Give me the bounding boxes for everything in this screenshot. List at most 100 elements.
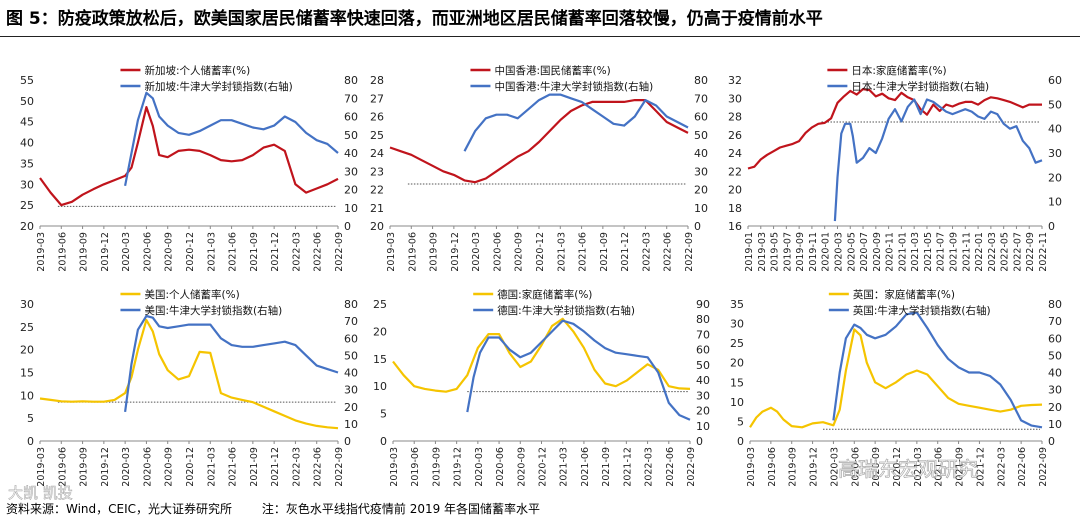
source-text: 资料来源：Wind，CEIC，光大证券研究所 [6,502,233,516]
x-tick-label: 2020-03 [471,232,482,272]
x-tick-label: 2022-09 [334,232,345,272]
y2-tick-label: 10 [696,420,710,433]
y-tick-label: 18 [728,202,742,215]
y2-tick-label: 50 [696,359,710,372]
y2-tick-label: 60 [1048,332,1062,345]
x-tick-label: 2021-12 [975,447,986,487]
y2-tick-label: 10 [1048,196,1062,209]
y2-tick-label: 30 [1048,384,1062,397]
y2-tick-label: 10 [344,202,358,215]
y-tick-label: 26 [728,129,742,142]
x-tick-label: 2021-06 [580,447,591,487]
y2-tick-label: 40 [1048,123,1062,136]
x-tick-label: 2019-12 [809,447,820,487]
x-tick-label: 2019-03 [389,447,400,487]
legend-label: 新加坡:个人储蓄率(%) [144,64,250,77]
x-tick-label: 2022-05 [1000,232,1011,272]
x-tick-label: 2019-03 [36,232,47,272]
x-tick-label: 2020-06 [142,447,153,487]
x-tick-label: 2022-03 [996,447,1007,487]
x-tick-label: 2019-03 [36,447,47,487]
y-tick-label: 20 [373,325,387,338]
x-tick-label: 2019-12 [100,232,111,272]
y-tick-label: 26 [370,111,384,124]
x-tick-label: 2019-03 [386,232,397,272]
x-tick-label: 2020-03 [474,447,485,487]
x-tick-label: 2020-09 [164,447,175,487]
x-tick-label: 2020-06 [492,232,503,272]
y2-tick-label: 40 [344,147,358,160]
x-tick-label: 2021-03 [556,232,567,272]
watermark-right: 高瑞东宏观研究 [838,457,978,481]
x-tick-label: 2021-12 [620,232,631,272]
x-tick-label: 2020-03 [833,232,844,272]
y-tick-label: 23 [370,165,384,178]
y2-tick-label: 50 [1048,98,1062,111]
x-tick-label: 2021-12 [622,447,633,487]
x-tick-label: 2022-09 [1038,447,1049,487]
x-tick-label: 2021-09 [599,232,610,272]
x-tick-label: 2020-06 [142,232,153,272]
y-tick-label: 30 [728,92,742,105]
x-tick-label: 2021-03 [559,447,570,487]
y-tick-label: 25 [730,337,744,350]
series-line-savings-rate [747,87,1042,170]
x-tick-label: 2020-03 [121,447,132,487]
x-tick-label: 2021-03 [913,447,924,487]
figure-footer: 资料来源：Wind，CEIC，光大证券研究所 注：灰色水平线指代疫情前 2019… [6,500,540,517]
x-tick-label: 2021-01 [897,232,908,272]
x-tick-label: 2021-12 [270,232,281,272]
y2-tick-label: 70 [344,315,358,328]
x-tick-label: 2019-12 [450,232,461,272]
x-tick-label: 2021-09 [249,447,260,487]
y-tick-label: 10 [20,389,34,402]
y2-tick-label: 60 [1048,74,1062,87]
x-tick-label: 2020-12 [892,447,903,487]
y-tick-label: 10 [373,380,387,393]
legend-label: 中国香港:国民储蓄率(%) [494,64,610,77]
y-tick-label: 20 [20,344,34,357]
y-tick-label: 20 [730,357,744,370]
series-line-savings-rate [392,317,691,393]
y2-tick-label: 10 [344,418,358,431]
title-divider [0,36,1080,37]
series-line-lockdown-index [463,93,689,152]
x-tick-label: 2019-06 [57,447,68,487]
y-tick-label: 20 [20,220,34,233]
x-tick-label: 2020-12 [185,232,196,272]
y-tick-label: 20 [728,184,742,197]
x-tick-label: 2022-03 [291,232,302,272]
x-tick-label: 2020-03 [829,447,840,487]
x-tick-label: 2021-06 [228,447,239,487]
x-tick-label: 2019-06 [767,447,778,487]
legend-label: 日本:家庭储蓄率(%) [851,64,946,77]
y2-tick-label: 90 [696,298,710,311]
x-tick-label: 2021-06 [934,447,945,487]
legend-label: 英国:牛津大学封锁指数(右轴) [853,304,991,317]
y-tick-label: 5 [380,408,387,421]
x-tick-label: 2021-09 [955,447,966,487]
legend-label: 日本:牛津大学封锁指数(右轴) [851,80,989,93]
y-tick-label: 35 [730,298,744,311]
y-tick-label: 15 [20,367,34,380]
y-tick-label: 45 [20,116,34,129]
x-tick-label: 2020-09 [871,447,882,487]
y2-tick-label: 60 [696,344,710,357]
x-tick-label: 2019-01 [744,232,755,272]
x-tick-label: 2022-07 [1012,232,1023,272]
x-tick-label: 2019-09 [795,232,806,272]
y2-tick-label: 30 [694,165,708,178]
y-tick-label: 21 [370,202,384,215]
y2-tick-label: 40 [696,374,710,387]
x-tick-label: 2022-03 [987,232,998,272]
y-tick-label: 24 [370,147,384,160]
chart-panel-6: 0 5 10 15 20 25 30 35 0 10 20 30 40 50 60 70 80 2019-03 20… [730,288,1062,487]
y2-tick-label: 0 [1048,435,1055,448]
y2-tick-label: 80 [694,74,708,87]
y-tick-label: 25 [20,199,34,212]
y2-tick-label: 50 [1048,349,1062,362]
chart-panel-4: 0 5 10 15 20 25 30 0 10 20 30 40 50 60 70 80 2019-03 2019… [20,288,358,487]
series-line-lockdown-index [833,98,1043,222]
y-tick-label: 35 [20,157,34,170]
y2-tick-label: 80 [1048,298,1062,311]
